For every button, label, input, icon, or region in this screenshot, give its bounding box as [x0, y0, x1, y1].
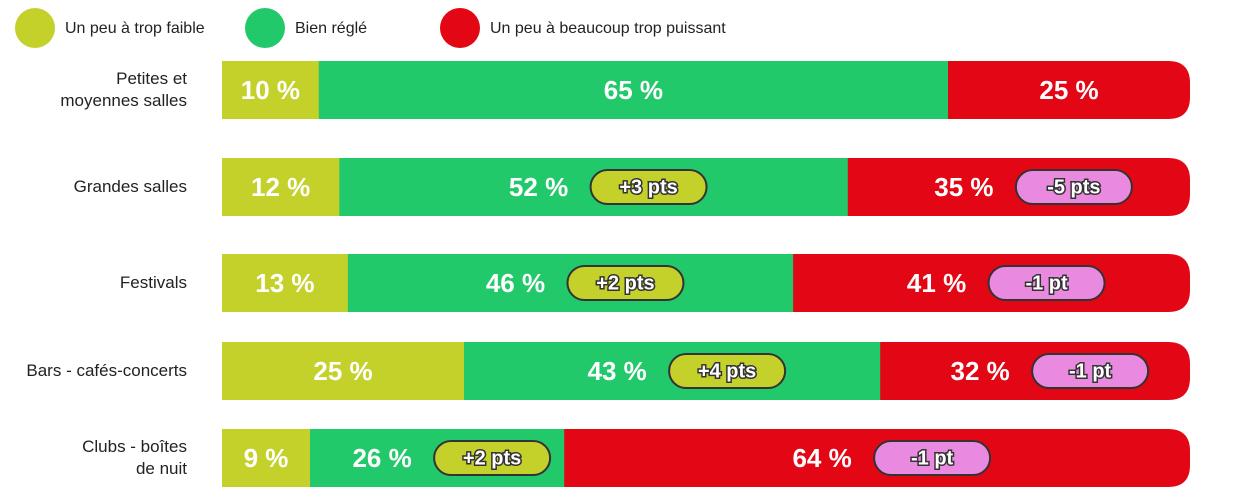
- change-badge: [1031, 353, 1150, 389]
- change-label: -1 pt: [1025, 272, 1068, 294]
- value-label: 35 %: [934, 172, 993, 202]
- bar-segment: [222, 254, 349, 312]
- category-label: Festivals: [119, 273, 187, 292]
- value-label: 25 %: [313, 356, 372, 386]
- value-label: 41 %: [907, 268, 966, 298]
- value-label: 13 %: [255, 268, 314, 298]
- value-label: 43 %: [587, 356, 646, 386]
- value-label: 65 %: [604, 75, 663, 105]
- legend-label: Bien réglé: [295, 20, 368, 37]
- value-label: 25 %: [1039, 75, 1098, 105]
- change-label: -1 pt: [1069, 360, 1112, 382]
- change-badge: [1014, 169, 1133, 205]
- bar-segment: [318, 61, 949, 119]
- value-label: 26 %: [352, 443, 411, 473]
- change-badge: [433, 440, 552, 476]
- value-label: 10 %: [241, 75, 300, 105]
- change-label: +3 pts: [619, 176, 677, 198]
- change-label: +4 pts: [698, 360, 756, 382]
- legend-swatch: [440, 8, 480, 48]
- bar-segment: [948, 61, 1190, 119]
- bar-segment: [222, 158, 340, 216]
- bar-segment: [222, 342, 465, 400]
- change-label: +2 pts: [596, 272, 654, 294]
- change-badge: [873, 440, 992, 476]
- change-label: -5 pts: [1047, 176, 1100, 198]
- change-label: +2 pts: [463, 447, 521, 469]
- value-label: 12 %: [251, 172, 310, 202]
- value-label: 52 %: [509, 172, 568, 202]
- change-badge: [987, 265, 1106, 301]
- value-label: 64 %: [792, 443, 851, 473]
- bar-segment: [222, 429, 311, 487]
- value-label: 9 %: [244, 443, 289, 473]
- legend-swatch: [245, 8, 285, 48]
- change-label: -1 pt: [911, 447, 954, 469]
- category-label: Petites et moyennes salles: [60, 69, 187, 110]
- category-label: Clubs - boîtes de nuit: [82, 437, 187, 478]
- change-badge: [589, 169, 708, 205]
- category-label: Bars - cafés-concerts: [26, 361, 187, 380]
- value-label: 32 %: [950, 356, 1009, 386]
- category-label: Grandes salles: [73, 177, 187, 196]
- legend-swatch: [15, 8, 55, 48]
- change-badge: [668, 353, 787, 389]
- bar-segment: [222, 61, 320, 119]
- legend-label: Un peu à beaucoup trop puissant: [490, 20, 726, 37]
- change-badge: [566, 265, 685, 301]
- value-label: 46 %: [486, 268, 545, 298]
- legend-label: Un peu à trop faible: [65, 20, 205, 37]
